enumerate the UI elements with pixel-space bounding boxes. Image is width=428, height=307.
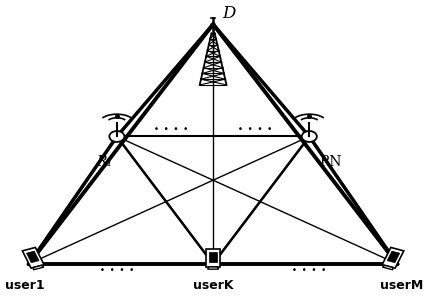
Polygon shape (382, 247, 404, 268)
Text: userK: userK (193, 279, 233, 292)
Polygon shape (22, 247, 44, 268)
Polygon shape (33, 265, 44, 270)
Text: · · · ·: · · · · (100, 264, 134, 278)
Polygon shape (209, 252, 217, 262)
Polygon shape (27, 251, 39, 263)
Polygon shape (206, 249, 220, 267)
Text: · · · ·: · · · · (238, 123, 272, 138)
Polygon shape (387, 251, 400, 263)
Polygon shape (208, 267, 219, 269)
Circle shape (302, 131, 317, 142)
Circle shape (109, 131, 125, 142)
Text: · · · ·: · · · · (154, 123, 188, 138)
Polygon shape (383, 265, 393, 270)
Text: userM: userM (380, 279, 423, 292)
Text: · · · ·: · · · · (292, 264, 327, 278)
Text: R₁: R₁ (96, 155, 113, 169)
Text: RN: RN (319, 155, 342, 169)
Text: user1: user1 (5, 279, 45, 292)
Text: D: D (222, 5, 236, 22)
